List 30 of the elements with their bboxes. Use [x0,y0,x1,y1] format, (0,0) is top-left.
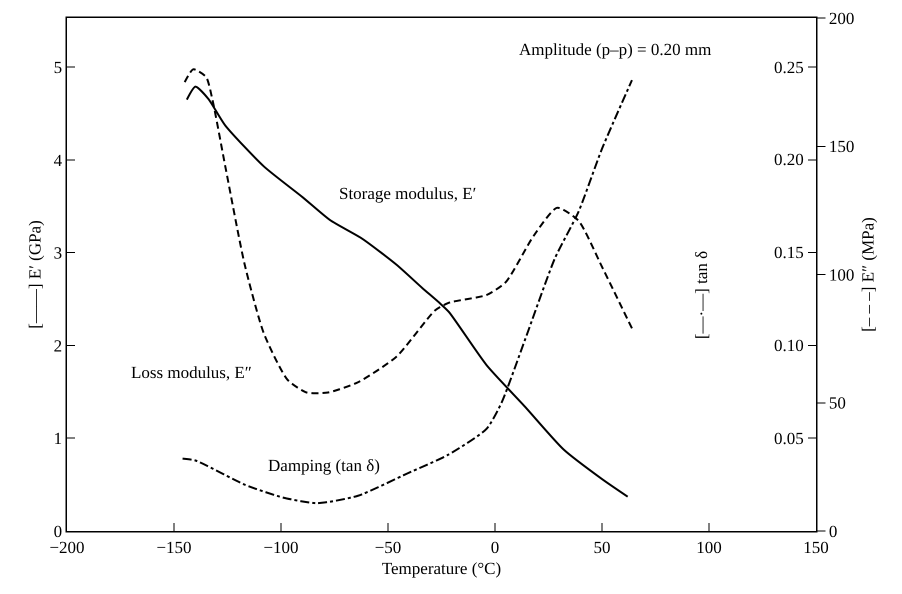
y2-tick-label: 0.05 [774,429,804,448]
x-tick-label: 0 [490,538,500,557]
y2-tick-label: 0.10 [774,336,804,355]
y3-tick-label: 200 [828,8,854,28]
y2-tick-label: 0.15 [774,243,804,262]
y2-tick-label: 0.20 [774,150,804,169]
y-tick-label: 3 [54,244,62,263]
x-tick-label: 50 [594,538,610,557]
y2-tick-label: 0.25 [774,58,804,77]
y3-axis-title: [– – –] E″ (MPa) [858,217,878,332]
series-label: Loss modulus, E″ [131,363,252,382]
x-tick-label: −150 [156,538,192,557]
y3-tick-label: 150 [828,137,854,156]
y3-tick-label: 50 [828,394,846,413]
y-tick-label: 2 [54,336,62,356]
series-label: Storage modulus, E′ [339,184,476,203]
x-tick-label: −100 [263,538,299,557]
y-axis-title: [——] E′ (GPa) [25,220,44,329]
y-tick-label: 5 [54,58,62,78]
y2-axis-title: [—·—] tan δ [692,250,712,340]
y3-tick-label: 100 [828,265,854,284]
y3-tick-label: 0 [828,522,838,541]
y-tick-label: 4 [54,150,63,170]
y-tick-label: 1 [54,429,62,448]
annotation: Amplitude (p–p) = 0.20 mm [519,40,712,59]
x-tick-label: 150 [803,538,829,557]
x-tick-label: −50 [374,538,402,557]
x-axis-title: Temperature (°C) [382,559,502,578]
series-label: Damping (tan δ) [268,456,380,475]
x-tick-label: 100 [696,538,722,557]
